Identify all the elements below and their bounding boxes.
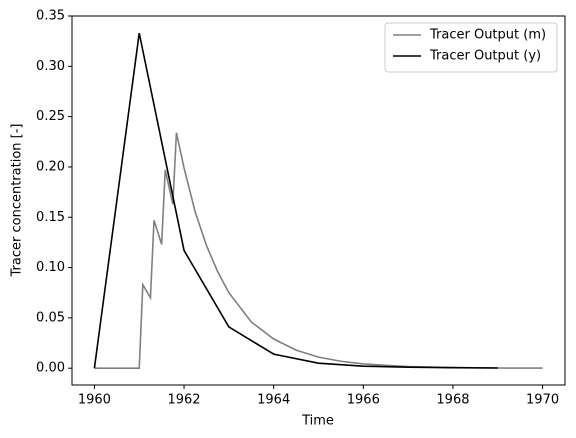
y-axis-label: Tracer concentration [-] [10, 124, 25, 278]
axes-frame [71, 15, 566, 386]
x-tick-label: 1968 [436, 393, 469, 408]
legend [384, 22, 558, 73]
legend-label: Tracer Output (m) [429, 28, 546, 43]
x-tick-label: 1966 [347, 393, 380, 408]
y-tick-label: 0.10 [36, 260, 65, 275]
y-tick-label: 0.20 [36, 159, 65, 174]
y-tick-label: 0.35 [36, 9, 65, 24]
series-line [94, 132, 543, 369]
x-tick-label: 1970 [526, 393, 559, 408]
x-tick-label: 1960 [78, 393, 111, 408]
y-tick-label: 0.30 [36, 59, 65, 74]
series-line [93, 32, 498, 369]
y-tick-label: 0.05 [36, 310, 65, 325]
x-tick-label: 1964 [257, 393, 290, 408]
x-tick-label: 1962 [167, 393, 200, 408]
y-tick-label: 0.25 [36, 109, 65, 124]
y-tick-label: 0.00 [36, 361, 65, 376]
y-tick-label: 0.15 [36, 210, 65, 225]
x-axis-label: Time [301, 414, 334, 429]
legend-label: Tracer Output (y) [429, 49, 541, 64]
